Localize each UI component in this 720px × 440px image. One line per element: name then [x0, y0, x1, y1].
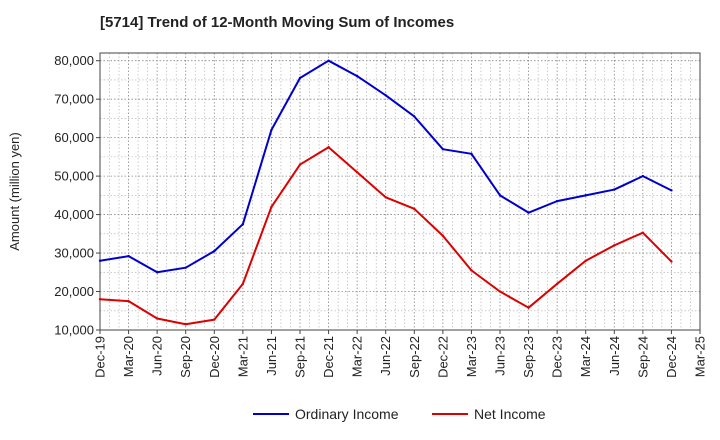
data-point — [213, 318, 216, 321]
chart-title: [5714] Trend of 12-Month Moving Sum of I… — [100, 14, 455, 31]
data-point — [441, 147, 445, 151]
x-tick-label: Mar-25 — [693, 336, 708, 377]
data-point — [470, 269, 473, 272]
data-point — [98, 259, 102, 262]
x-tick-label: Sep-23 — [521, 336, 536, 378]
x-tick-label: Jun-22 — [378, 336, 393, 376]
data-point — [298, 163, 302, 166]
y-tick-label: 40,000 — [54, 207, 94, 222]
plot-area — [100, 53, 700, 330]
data-point — [498, 290, 502, 293]
data-point — [327, 59, 330, 62]
data-point — [241, 223, 245, 226]
x-tick-label: Mar-24 — [578, 336, 593, 377]
data-point — [470, 152, 473, 155]
data-point — [270, 205, 273, 209]
plot-frame — [99, 52, 701, 331]
data-point — [98, 298, 102, 301]
data-point — [641, 174, 645, 178]
data-point — [555, 282, 559, 286]
data-point — [241, 282, 245, 286]
x-tick-label: Mar-20 — [121, 336, 136, 377]
x-tick-label: Jun-23 — [493, 336, 508, 376]
data-point — [584, 259, 587, 262]
legend-label-ordinary-income: Ordinary Income — [295, 406, 399, 422]
x-tick-label: Dec-24 — [664, 336, 679, 378]
data-point — [184, 323, 187, 326]
data-point — [213, 249, 216, 253]
legend-label-net-income: Net Income — [474, 406, 546, 422]
y-axis-label: Amount (million yen) — [7, 132, 22, 251]
x-tick-label: Dec-22 — [435, 336, 450, 378]
x-tick-label: Sep-20 — [178, 336, 193, 378]
data-point — [555, 199, 559, 203]
data-point — [670, 189, 673, 192]
data-point — [613, 244, 616, 247]
x-tick-label: Dec-21 — [321, 336, 336, 378]
x-tick-label: Mar-21 — [235, 336, 250, 377]
x-tick-label: Jun-20 — [150, 336, 165, 376]
x-tick-label: Sep-24 — [635, 336, 650, 378]
data-point — [127, 254, 130, 258]
x-tick-label: Dec-19 — [93, 336, 108, 378]
y-tick-label: 30,000 — [54, 246, 94, 261]
data-point — [155, 317, 159, 320]
x-tick-label: Mar-22 — [350, 336, 365, 377]
data-point — [641, 231, 645, 234]
data-point — [384, 94, 387, 97]
y-tick-label: 70,000 — [54, 92, 94, 107]
data-point — [527, 306, 530, 309]
x-tick-label: Sep-22 — [407, 336, 422, 378]
data-point — [613, 188, 616, 191]
x-tick-label: Jun-21 — [264, 336, 279, 376]
x-tick-label: Dec-20 — [207, 336, 222, 378]
x-tick-label: Dec-23 — [550, 336, 565, 378]
x-tick-label: Mar-23 — [464, 336, 479, 377]
data-point — [355, 74, 359, 78]
x-tick-label: Jun-24 — [607, 336, 622, 376]
data-point — [527, 211, 530, 214]
data-point — [298, 76, 302, 80]
data-point — [413, 207, 416, 211]
y-tick-label: 80,000 — [54, 53, 94, 68]
data-point — [413, 115, 416, 118]
data-point — [184, 266, 187, 269]
data-point — [584, 194, 587, 197]
data-point — [327, 146, 330, 149]
y-tick-label: 60,000 — [54, 130, 94, 145]
data-point — [670, 260, 673, 263]
data-point — [127, 299, 130, 303]
data-point — [441, 234, 445, 237]
data-point — [155, 271, 159, 274]
data-point — [355, 171, 359, 174]
y-tick-label: 50,000 — [54, 169, 94, 184]
data-point — [384, 196, 387, 199]
data-point — [498, 194, 502, 197]
data-point — [270, 128, 273, 132]
y-tick-label: 20,000 — [54, 284, 94, 299]
y-tick-label: 10,000 — [54, 323, 94, 338]
x-tick-label: Sep-21 — [293, 336, 308, 378]
